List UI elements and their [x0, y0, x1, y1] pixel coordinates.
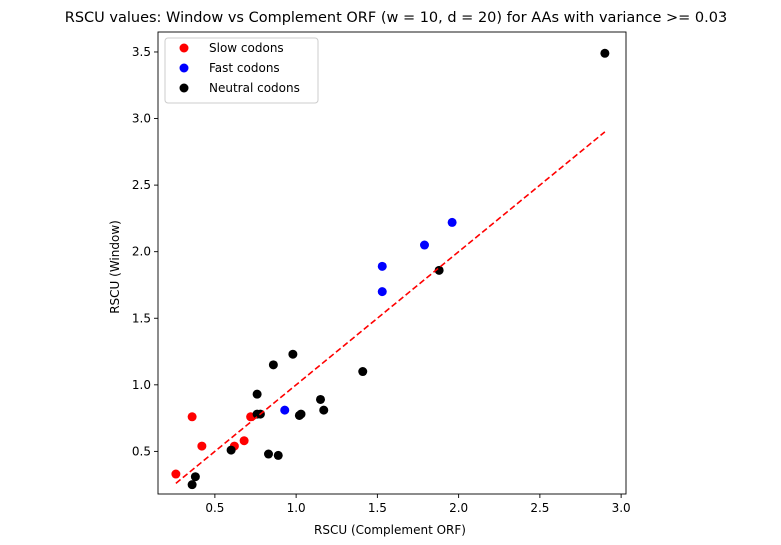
data-point: [296, 409, 306, 419]
x-tick-label: 1.0: [287, 501, 306, 515]
y-tick-label: 2.5: [132, 178, 151, 192]
y-tick-label: 3.0: [132, 112, 151, 126]
legend-label: Slow codons: [209, 41, 284, 55]
data-point: [252, 389, 262, 399]
y-tick-label: 1.5: [132, 311, 151, 325]
legend-marker: [179, 43, 189, 53]
plot-area: [157, 31, 627, 495]
legend-box: [164, 37, 319, 104]
data-point: [316, 394, 325, 404]
data-point: [268, 360, 278, 370]
legend-marker: [179, 63, 189, 73]
legend-label: Neutral codons: [209, 81, 300, 95]
chart-title: RSCU values: Window vs Complement ORF (w…: [65, 10, 727, 26]
axis-ticks: 0.5 1.0 1.5 2.0 2.5 3.0 0.5 1.0 1.5 2.0 2.5 3.0 3.5: [132, 45, 631, 515]
x-tick-label: 1.5: [368, 501, 387, 515]
data-point: [190, 472, 200, 482]
data-point: [239, 436, 249, 446]
data-point: [187, 412, 197, 422]
data-point: [358, 367, 368, 377]
legend-marker: [179, 83, 189, 93]
x-tick-label: 2.0: [449, 501, 468, 515]
data-point: [434, 265, 444, 275]
data-point: [288, 349, 298, 359]
data-point: [171, 469, 181, 479]
data-point: [319, 405, 329, 415]
data-point: [447, 217, 457, 227]
data-point: [226, 445, 236, 455]
data-point: [377, 261, 387, 271]
fit-line: [175, 131, 606, 484]
data-point: [377, 287, 387, 297]
data-point: [420, 240, 429, 250]
y-axis-label: RSCU (Window): [108, 220, 122, 314]
y-tick-label: 1.0: [132, 378, 151, 392]
data-point: [600, 48, 610, 58]
data-point: [187, 480, 197, 490]
legend-label: Fast codons: [209, 61, 280, 75]
x-tick-label: 2.5: [530, 501, 549, 515]
y-tick-label: 2.0: [132, 245, 151, 259]
legend: Slow codons Fast codons Neutral codons: [164, 37, 319, 104]
plot-frame: [157, 31, 627, 495]
x-tick-label: 3.0: [612, 501, 631, 515]
data-point: [280, 405, 290, 415]
data-points: [171, 48, 610, 490]
data-point: [273, 450, 283, 460]
data-point: [264, 449, 273, 459]
x-axis-label: RSCU (Complement ORF): [314, 523, 466, 537]
data-point: [197, 441, 207, 451]
y-tick-label: 3.5: [132, 45, 151, 59]
x-tick-label: 0.5: [205, 501, 224, 515]
y-tick-label: 0.5: [132, 444, 151, 458]
